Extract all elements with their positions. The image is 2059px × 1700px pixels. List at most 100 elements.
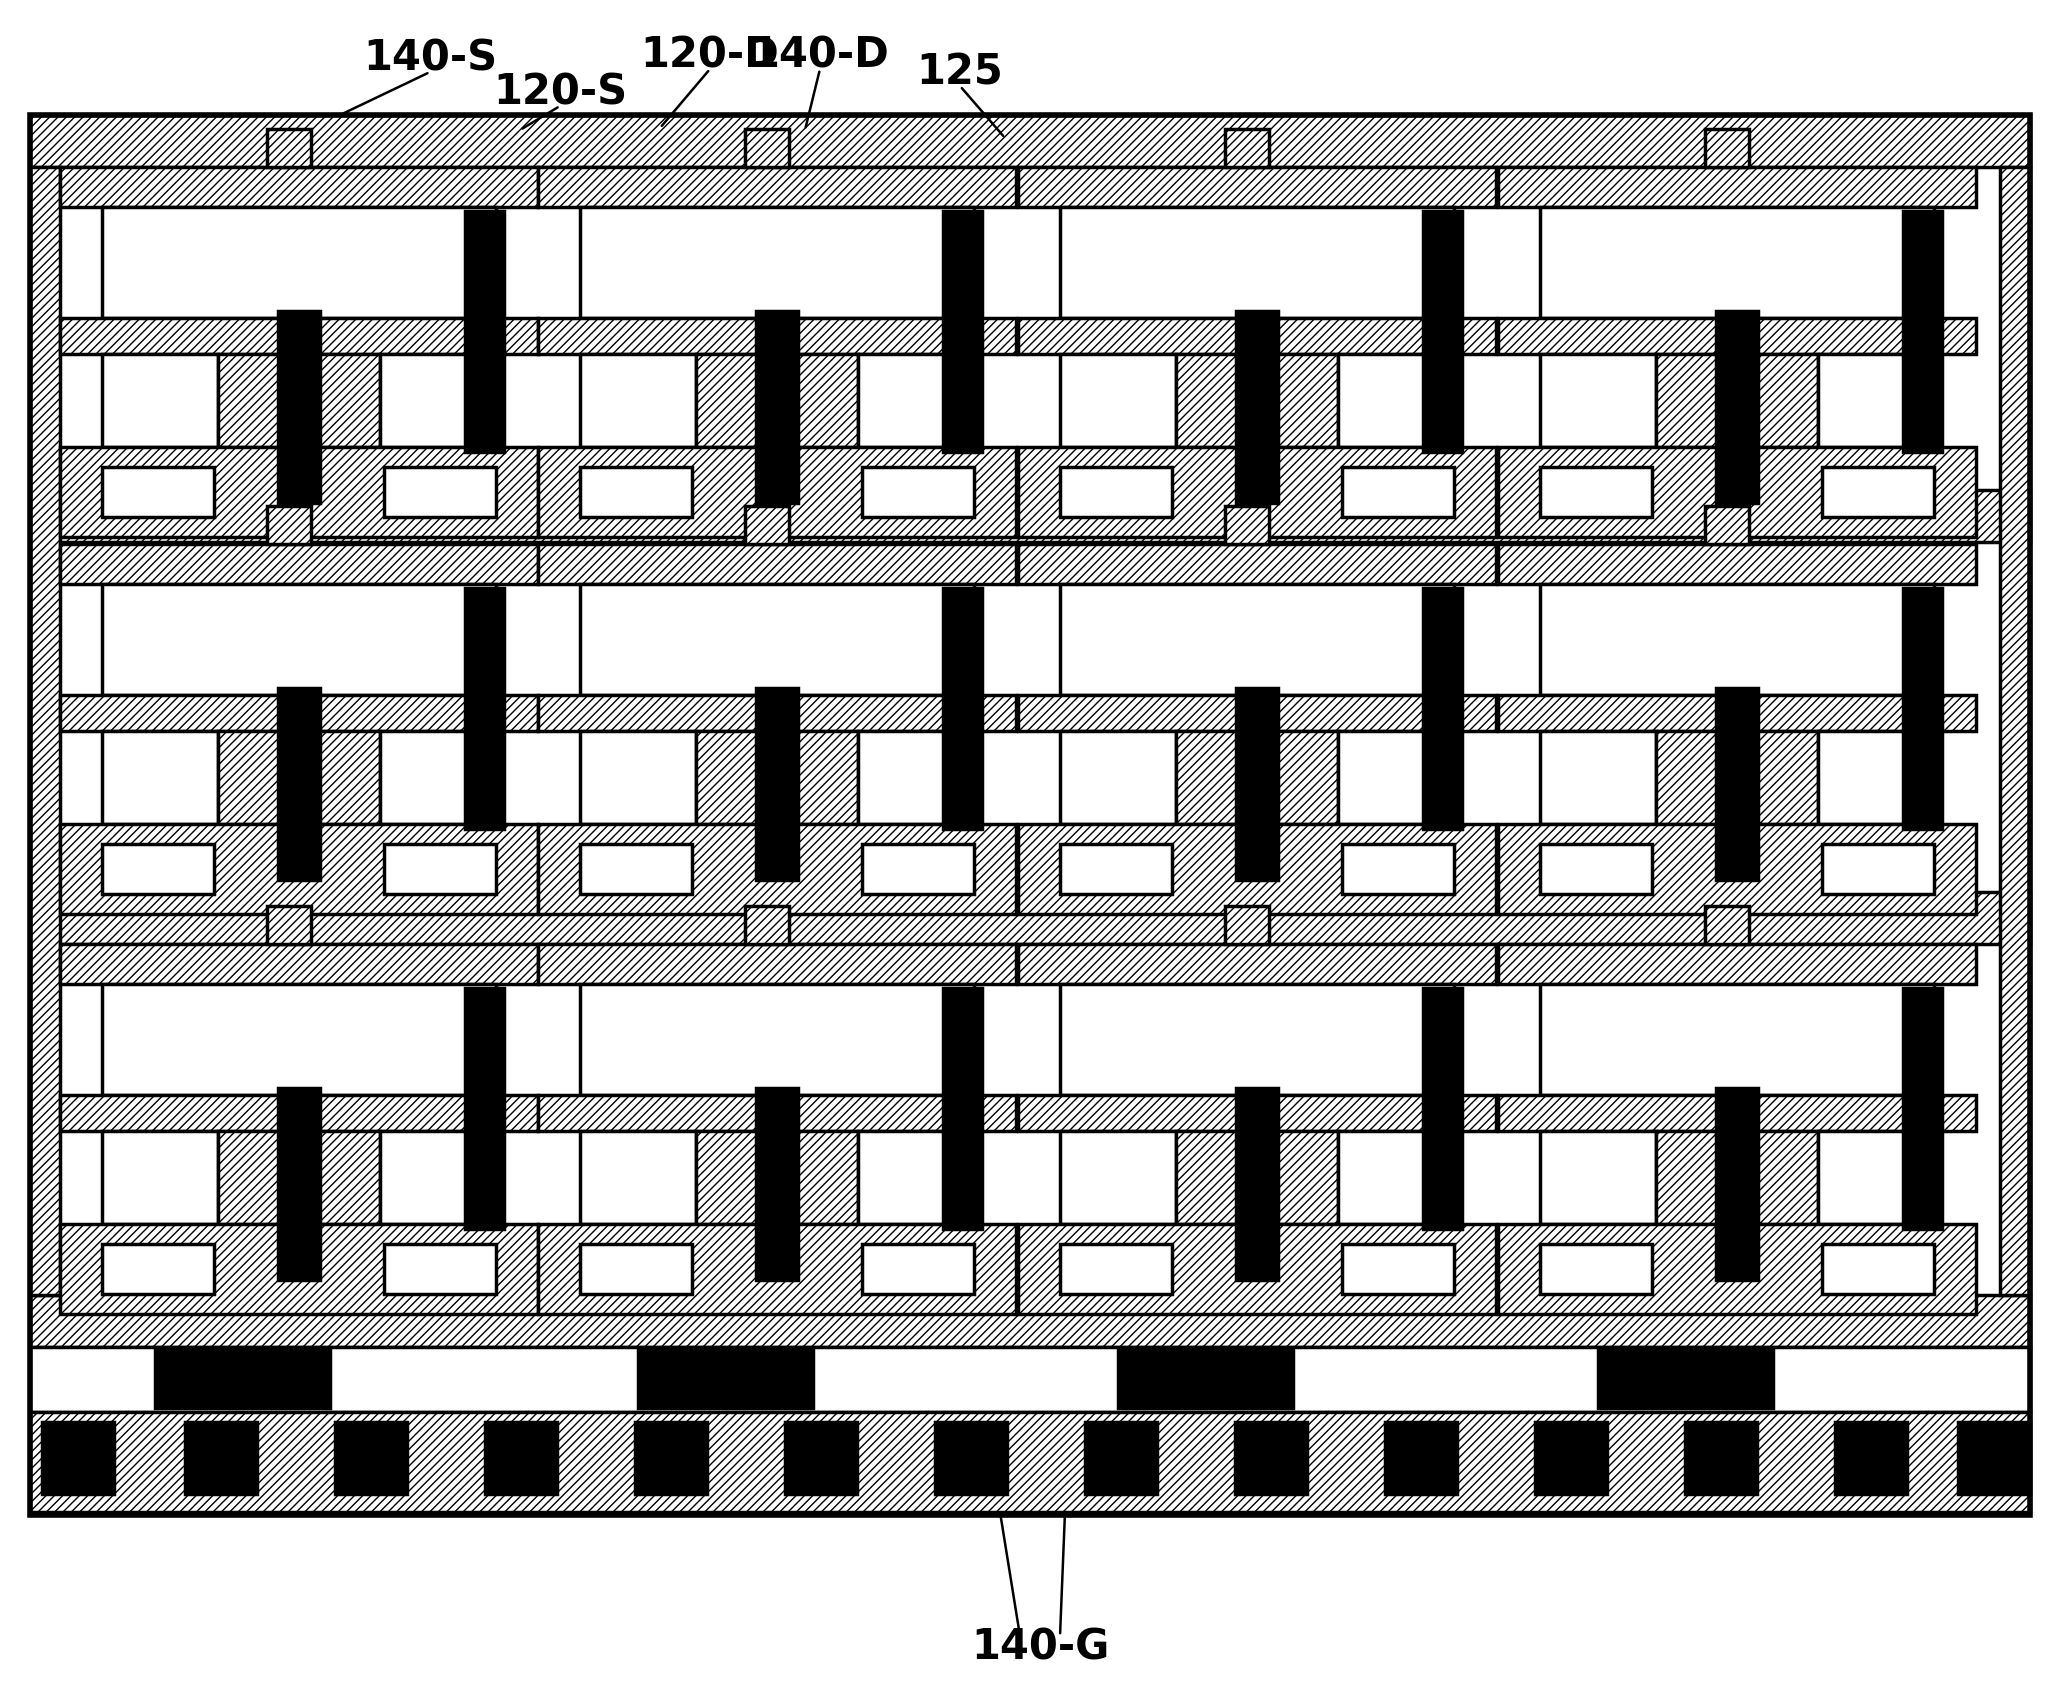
- Bar: [581, 207, 974, 318]
- Bar: [1338, 1130, 1454, 1224]
- Bar: [1822, 843, 1933, 894]
- Bar: [745, 906, 789, 944]
- Bar: [60, 1095, 537, 1130]
- Bar: [1017, 1095, 1497, 1130]
- Bar: [1499, 823, 1977, 915]
- Bar: [1540, 354, 1655, 447]
- Bar: [154, 1350, 329, 1408]
- Bar: [756, 311, 799, 503]
- Text: 140-S: 140-S: [362, 37, 496, 78]
- Bar: [537, 1095, 1015, 1130]
- Bar: [1017, 544, 1497, 585]
- Bar: [1386, 1421, 1458, 1494]
- Bar: [218, 1130, 381, 1224]
- Bar: [1835, 1421, 1907, 1494]
- Bar: [1540, 1244, 1651, 1294]
- Bar: [60, 318, 537, 354]
- Bar: [943, 211, 982, 452]
- Bar: [1060, 984, 1454, 1095]
- Bar: [1540, 207, 1933, 318]
- Bar: [1225, 906, 1270, 944]
- Bar: [218, 731, 381, 823]
- Bar: [1655, 354, 1818, 447]
- Bar: [465, 988, 504, 1229]
- Bar: [185, 1421, 257, 1494]
- Bar: [465, 588, 504, 830]
- Bar: [268, 129, 311, 167]
- Bar: [859, 731, 974, 823]
- Text: 140-G: 140-G: [970, 1627, 1110, 1669]
- Bar: [1060, 207, 1454, 318]
- Bar: [537, 318, 1015, 354]
- Bar: [581, 843, 692, 894]
- Bar: [1598, 1350, 1773, 1408]
- Bar: [537, 944, 1015, 984]
- Bar: [278, 311, 319, 503]
- Bar: [581, 731, 696, 823]
- Bar: [1118, 1350, 1293, 1408]
- Bar: [381, 1130, 496, 1224]
- Bar: [1085, 1421, 1157, 1494]
- Bar: [1060, 1244, 1172, 1294]
- Bar: [745, 507, 789, 544]
- Bar: [581, 1244, 692, 1294]
- Bar: [278, 687, 319, 881]
- Bar: [756, 687, 799, 881]
- Bar: [486, 1421, 558, 1494]
- Bar: [60, 823, 537, 915]
- Bar: [31, 116, 2030, 167]
- Bar: [1342, 468, 1454, 517]
- Bar: [1176, 354, 1338, 447]
- Bar: [60, 695, 537, 731]
- Bar: [1818, 1130, 1933, 1224]
- Bar: [1060, 1130, 1176, 1224]
- Text: 140-D: 140-D: [752, 34, 889, 76]
- Bar: [537, 544, 1015, 585]
- Bar: [1499, 167, 1977, 207]
- Bar: [581, 468, 692, 517]
- Bar: [1017, 447, 1497, 537]
- Bar: [465, 211, 504, 452]
- Bar: [537, 1224, 1015, 1314]
- Bar: [1540, 1130, 1655, 1224]
- Bar: [1903, 211, 1942, 452]
- Bar: [1958, 1421, 2030, 1494]
- Bar: [1822, 1244, 1933, 1294]
- Bar: [1540, 585, 1933, 695]
- Bar: [385, 1244, 496, 1294]
- Bar: [1705, 129, 1750, 167]
- Bar: [31, 1295, 2030, 1346]
- Bar: [1499, 318, 1977, 354]
- Bar: [1060, 731, 1176, 823]
- Bar: [31, 167, 60, 1295]
- Bar: [696, 1130, 859, 1224]
- Bar: [1903, 988, 1942, 1229]
- Bar: [581, 1130, 696, 1224]
- Bar: [638, 1350, 813, 1408]
- Bar: [60, 544, 537, 585]
- Bar: [268, 906, 311, 944]
- Bar: [537, 447, 1015, 537]
- Bar: [1499, 1095, 1977, 1130]
- Bar: [1540, 468, 1651, 517]
- Bar: [1818, 354, 1933, 447]
- Bar: [1225, 129, 1270, 167]
- Bar: [385, 468, 496, 517]
- Bar: [1342, 843, 1454, 894]
- Bar: [863, 843, 974, 894]
- Bar: [103, 354, 218, 447]
- Text: 120-S: 120-S: [492, 71, 628, 112]
- Bar: [31, 116, 2030, 1515]
- Bar: [1715, 1088, 1758, 1280]
- Bar: [943, 588, 982, 830]
- Bar: [696, 354, 859, 447]
- Bar: [634, 1421, 706, 1494]
- Bar: [1017, 823, 1497, 915]
- Bar: [31, 1346, 2030, 1413]
- Bar: [1235, 687, 1279, 881]
- Bar: [1017, 318, 1497, 354]
- Bar: [1423, 588, 1462, 830]
- Bar: [863, 1244, 974, 1294]
- Bar: [103, 984, 496, 1095]
- Bar: [581, 354, 696, 447]
